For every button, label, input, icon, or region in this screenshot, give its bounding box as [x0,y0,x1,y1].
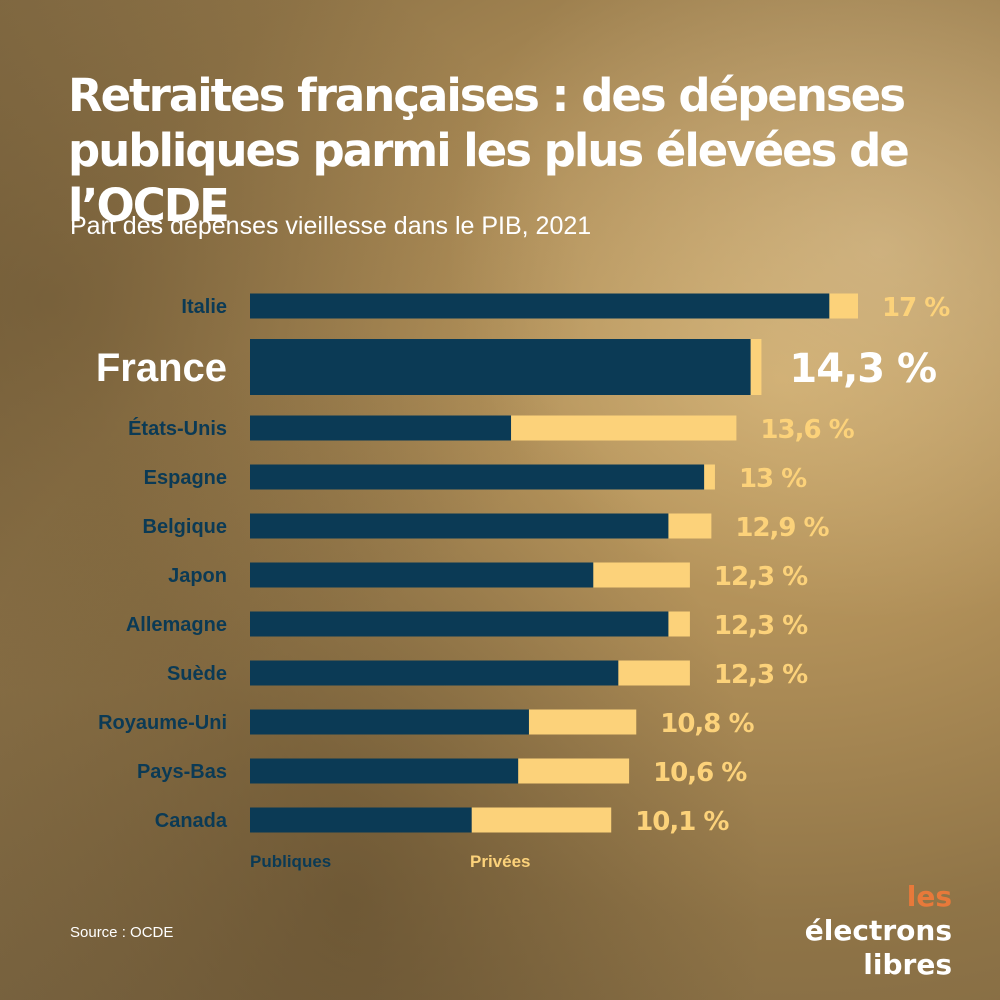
bar-public-royaume-uni [250,709,529,735]
bar-public-italie [250,293,830,319]
bar-public-france [250,339,751,395]
bar-private-belgique [668,513,712,539]
bar-public-pays-bas [250,758,519,784]
value-label-espagne: 13 % [739,464,807,494]
value-label-allemagne: 12,3 % [714,611,808,641]
legend-private: Privées [470,852,531,871]
logo-word-libres: libres [863,948,952,981]
value-label-royaume-uni: 10,8 % [660,709,754,739]
bar-public-etats-unis [250,415,512,441]
category-label-canada: Canada [155,810,228,832]
bar-private-pays-bas [518,758,630,784]
bar-private-suede [618,660,690,686]
category-label-espagne: Espagne [144,467,227,489]
category-label-royaume-uni: Royaume-Uni [98,712,227,734]
value-label-canada: 10,1 % [635,807,729,837]
value-label-belgique: 12,9 % [735,513,829,543]
source-note: Source : OCDE [70,924,174,941]
value-label-france: 14,3 % [789,346,936,392]
category-label-italie: Italie [181,296,227,318]
bar-private-etats-unis [511,415,737,441]
category-label-etats-unis: États-Unis [128,417,227,440]
value-label-pays-bas: 10,6 % [653,758,747,788]
category-label-france: France [96,346,227,390]
brand-logo: les électrons libres [772,880,952,982]
bar-private-italie [829,293,858,319]
logo-word-electrons: électrons [804,914,952,947]
legend-public: Publiques [250,852,332,871]
logo-line-1: les électrons [772,880,952,948]
bar-public-belgique [250,513,669,539]
chart-subtitle: Part des dépenses vieillesse dans le PIB… [70,212,592,240]
bar-private-canada [471,807,612,833]
bar-public-suede [250,660,619,686]
bar-public-espagne [250,464,705,490]
bar-public-allemagne [250,611,669,637]
value-label-etats-unis: 13,6 % [760,415,854,445]
logo-word-les: les [906,880,952,913]
bar-private-japon [593,562,690,588]
value-label-japon: 12,3 % [714,562,808,592]
chart-title: Retraites françaises : des dépenses publ… [68,69,910,232]
value-label-italie: 17 % [882,293,950,323]
category-label-japon: Japon [168,565,227,587]
bar-public-japon [250,562,594,588]
bar-private-royaume-uni [528,709,637,735]
category-label-allemagne: Allemagne [126,614,227,636]
category-label-belgique: Belgique [143,516,227,538]
category-label-pays-bas: Pays-Bas [137,761,227,783]
bar-private-allemagne [668,611,690,637]
bar-private-france [750,339,762,395]
category-label-suede: Suède [167,663,227,685]
bar-private-espagne [704,464,715,490]
bar-public-canada [250,807,472,833]
value-label-suede: 12,3 % [714,660,808,690]
